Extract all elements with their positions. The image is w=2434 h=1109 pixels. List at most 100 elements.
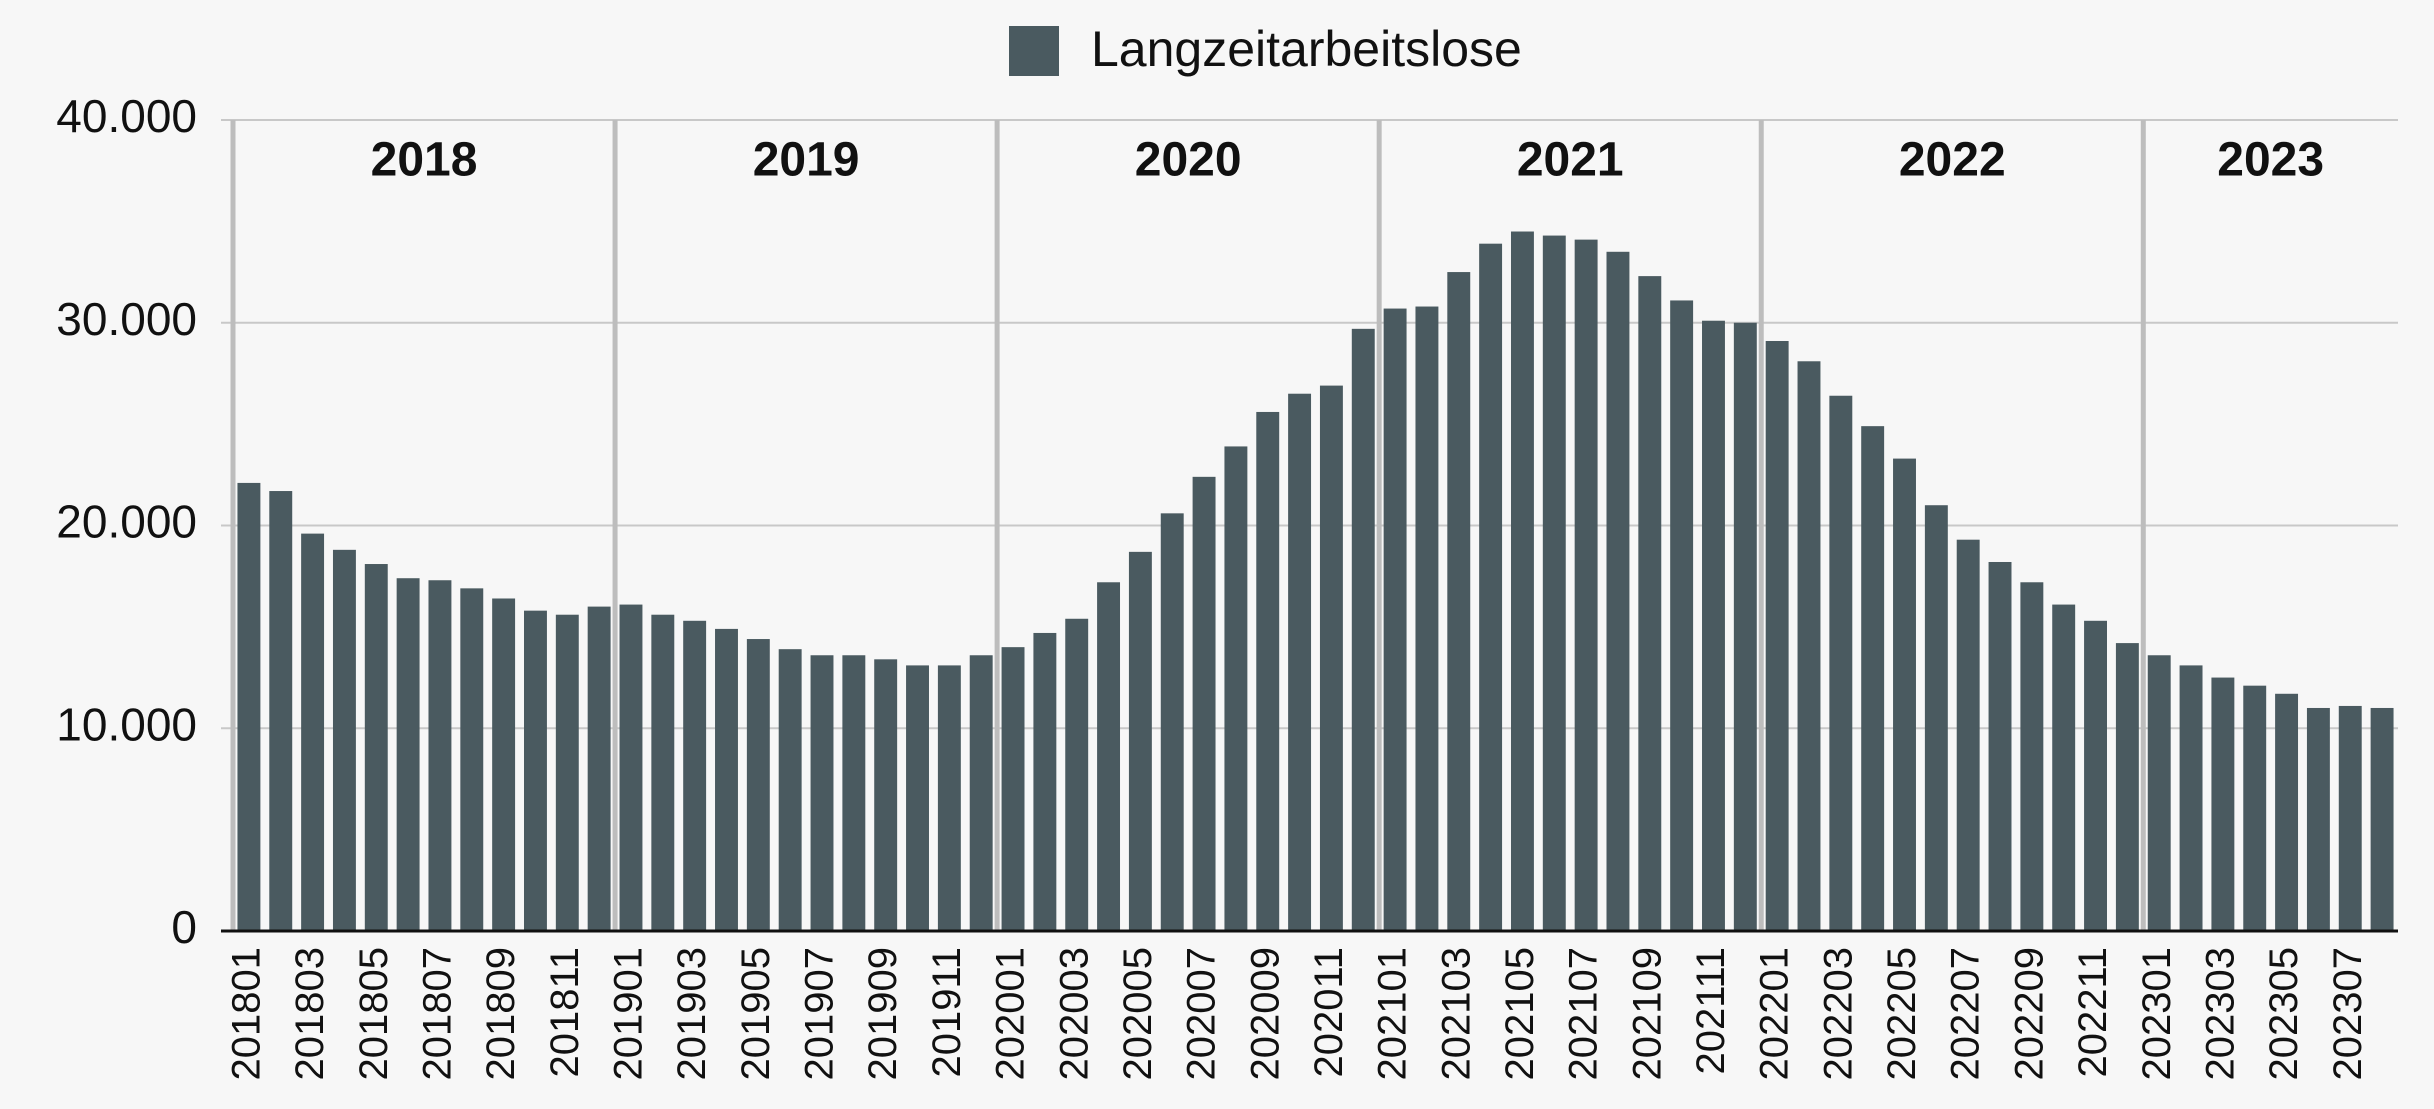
bar (2370, 707, 2394, 931)
x-tick-label: 201811 (543, 947, 587, 1078)
bar (2211, 677, 2235, 931)
y-tick-label: 0 (171, 901, 197, 953)
bar (1988, 561, 2012, 931)
x-tick-label: 202209 (2007, 947, 2051, 1080)
x-tick-label: 202003 (1052, 947, 1096, 1080)
x-tick-label: 201911 (925, 947, 969, 1078)
x-tick-label: 201907 (798, 947, 842, 1080)
bar (1765, 340, 1789, 931)
x-tick-label: 202201 (1753, 947, 1797, 1080)
y-tick-label: 20.000 (56, 496, 197, 548)
bar (2147, 655, 2171, 931)
x-tick-label: 202111 (1689, 947, 1733, 1075)
x-tick-label: 201801 (224, 947, 268, 1080)
x-tick-label: 202307 (2326, 947, 2370, 1080)
x-tick-label: 202001 (989, 947, 1033, 1080)
x-tick-label: 201905 (734, 947, 778, 1080)
bar (1192, 476, 1216, 931)
x-tick-label: 202005 (1116, 947, 1160, 1080)
bar (683, 620, 707, 931)
x-tick-label: 201903 (670, 947, 714, 1080)
bar (937, 665, 961, 931)
bar (1033, 632, 1057, 931)
bar (2084, 620, 2107, 931)
bar (1128, 551, 1152, 931)
x-tick-label: 201807 (416, 947, 460, 1080)
bar (1861, 426, 1885, 931)
bar (1256, 411, 1280, 932)
bar (810, 655, 834, 931)
year-label: 2021 (1517, 134, 1624, 187)
bar (1224, 446, 1248, 931)
bar (332, 549, 356, 931)
bar (460, 588, 484, 931)
bar (1638, 276, 1662, 931)
bar (1383, 308, 1407, 931)
x-tick-label: 202103 (1434, 947, 1478, 1080)
bar (1702, 320, 1725, 931)
x-tick-label: 202109 (1625, 947, 1669, 1080)
bar (2338, 705, 2362, 931)
x-tick-label: 201809 (479, 947, 523, 1080)
bar (2306, 707, 2330, 931)
bar (1351, 328, 1375, 931)
bar (1097, 582, 1121, 931)
bar (619, 604, 643, 931)
bar (2275, 693, 2299, 931)
year-label: 2023 (2217, 134, 2324, 187)
y-tick-label: 40.000 (56, 90, 197, 142)
bar (1893, 458, 1916, 931)
x-tick-label: 202303 (2198, 947, 2242, 1080)
bar (269, 491, 293, 931)
bar (364, 564, 388, 931)
x-tick-label: 202211 (2071, 947, 2115, 1078)
bar (1065, 618, 1089, 931)
bar (2052, 604, 2076, 931)
year-label: 2019 (753, 134, 860, 187)
bar (2115, 643, 2139, 931)
bar (2243, 685, 2267, 931)
bar (1288, 393, 1312, 931)
bar (1574, 239, 1598, 931)
bar (1924, 505, 1948, 931)
x-tick-label: 202207 (1944, 947, 1988, 1080)
bar (1510, 231, 1534, 931)
x-tick-label: 202301 (2135, 947, 2179, 1080)
bar (906, 665, 929, 931)
bar (237, 482, 261, 931)
bar (1319, 385, 1343, 931)
bar (1479, 243, 1503, 932)
y-tick-label: 30.000 (56, 293, 197, 345)
bar (1160, 513, 1184, 931)
bar (1606, 251, 1630, 932)
bar (492, 598, 516, 931)
bar (587, 606, 611, 931)
bar (1670, 300, 1694, 931)
bar (842, 655, 866, 931)
x-tick-label: 202101 (1371, 947, 1415, 1080)
x-tick-label: 202305 (2262, 947, 2306, 1080)
bar (969, 655, 993, 931)
bar (1001, 647, 1025, 931)
bar (2179, 665, 2203, 931)
bar (1797, 361, 1821, 932)
bar (715, 628, 738, 931)
bar (301, 533, 325, 931)
x-tick-label: 201803 (288, 947, 332, 1080)
x-tick-label: 202203 (1816, 947, 1860, 1080)
bar (428, 580, 452, 931)
x-tick-label: 201909 (861, 947, 905, 1080)
x-tick-label: 202105 (1498, 947, 1542, 1080)
x-tick-label: 201805 (352, 947, 396, 1080)
bar (524, 610, 547, 931)
bar (874, 659, 898, 931)
x-tick-label: 202107 (1562, 947, 1606, 1080)
x-tick-label: 202007 (1180, 947, 1224, 1080)
bar (1415, 306, 1439, 931)
year-label: 2022 (1899, 134, 2006, 187)
legend-swatch (1009, 26, 1059, 76)
x-tick-label: 202011 (1307, 947, 1351, 1078)
year-label: 2020 (1135, 134, 1242, 187)
